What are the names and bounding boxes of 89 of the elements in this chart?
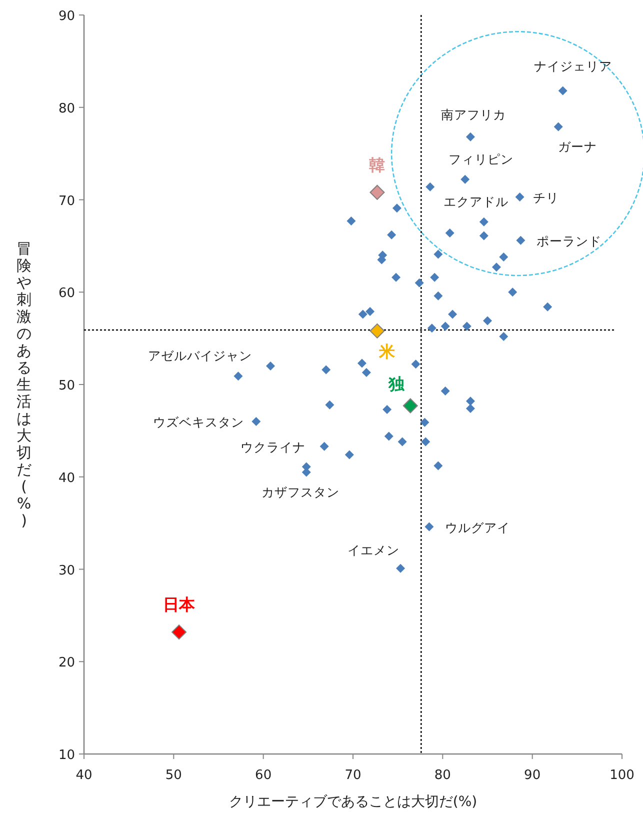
point (252, 416, 261, 426)
series-label: 米 (378, 342, 396, 361)
point (543, 302, 552, 312)
point (558, 86, 568, 96)
point (466, 132, 475, 142)
annotation: アゼルバイジャン (148, 348, 252, 364)
y-tick-label: 60 (58, 286, 75, 302)
point (434, 291, 443, 300)
x-axis-title: クリエーティブであることは大切だ(%) (228, 794, 478, 810)
point (358, 310, 368, 319)
y-tick-label: 80 (58, 101, 75, 116)
point (499, 332, 508, 341)
point (466, 404, 475, 414)
point (430, 272, 440, 282)
y-tick-label: 50 (58, 378, 75, 394)
point (414, 278, 424, 288)
point (346, 216, 356, 226)
point (411, 360, 420, 369)
point (440, 322, 450, 331)
y-tick-label: 40 (58, 470, 75, 486)
point (387, 230, 396, 240)
point (426, 182, 435, 192)
point (483, 316, 492, 326)
point (424, 522, 434, 532)
point (392, 272, 401, 282)
point (420, 418, 430, 427)
series-label: 韓 (369, 155, 386, 174)
point (554, 122, 563, 132)
annotation: チリ (532, 190, 559, 205)
point (499, 252, 508, 262)
point (322, 365, 331, 374)
point (398, 437, 407, 446)
point (382, 404, 392, 414)
point (357, 358, 366, 368)
point (370, 184, 385, 200)
point (508, 288, 518, 297)
x-tick-label: 100 (610, 768, 634, 783)
point (515, 192, 524, 202)
annotation: 南アフリカ (440, 106, 506, 122)
y-tick-label: 90 (58, 9, 75, 24)
point (434, 461, 443, 470)
x-tick-label: 60 (255, 768, 272, 783)
point (516, 236, 526, 245)
text: 冒険や刺激のある生活は大切だ(%) (16, 240, 32, 530)
series-label: 日本 (163, 595, 196, 614)
annotation: ウクライナ (240, 439, 306, 454)
x-tick-label: 70 (344, 768, 362, 783)
point (421, 437, 430, 446)
point (460, 174, 470, 184)
point (440, 386, 450, 396)
point (172, 624, 187, 640)
point (479, 217, 488, 226)
point (427, 324, 436, 333)
point (320, 442, 329, 451)
y-tick-label: 20 (58, 656, 75, 671)
annotation: フィリピン (448, 151, 514, 166)
point (362, 368, 371, 377)
y-tick-label: 30 (58, 563, 75, 578)
point (396, 564, 406, 573)
annotation: イエメン (348, 542, 400, 558)
x-tick-label: 40 (76, 768, 92, 783)
point (466, 396, 475, 406)
annotation: ウルグアイ (445, 520, 510, 535)
x-tick-label: 90 (524, 768, 541, 783)
annotation: エクアドル (443, 194, 508, 210)
point (402, 398, 418, 414)
annotation: ガーナ (558, 138, 597, 154)
point (366, 307, 375, 316)
point (392, 204, 402, 213)
point (479, 231, 488, 240)
point (492, 262, 501, 272)
point (445, 228, 454, 238)
annotation: ウズベキスタン (153, 414, 244, 430)
point (462, 322, 472, 331)
point (370, 323, 385, 338)
y-tick-label: 10 (58, 748, 75, 763)
point (384, 432, 394, 441)
series-label: 独 (387, 374, 406, 394)
x-tick-label: 50 (165, 768, 182, 783)
point (448, 310, 458, 319)
point (234, 372, 243, 381)
annotation: カザフスタン (261, 484, 340, 500)
x-tick-label: 80 (434, 768, 451, 783)
point (266, 362, 276, 371)
point (434, 250, 443, 259)
y-tick-label: 70 (58, 194, 75, 209)
point (325, 400, 334, 410)
point (344, 450, 354, 460)
annotation: ポーランド (536, 233, 602, 248)
